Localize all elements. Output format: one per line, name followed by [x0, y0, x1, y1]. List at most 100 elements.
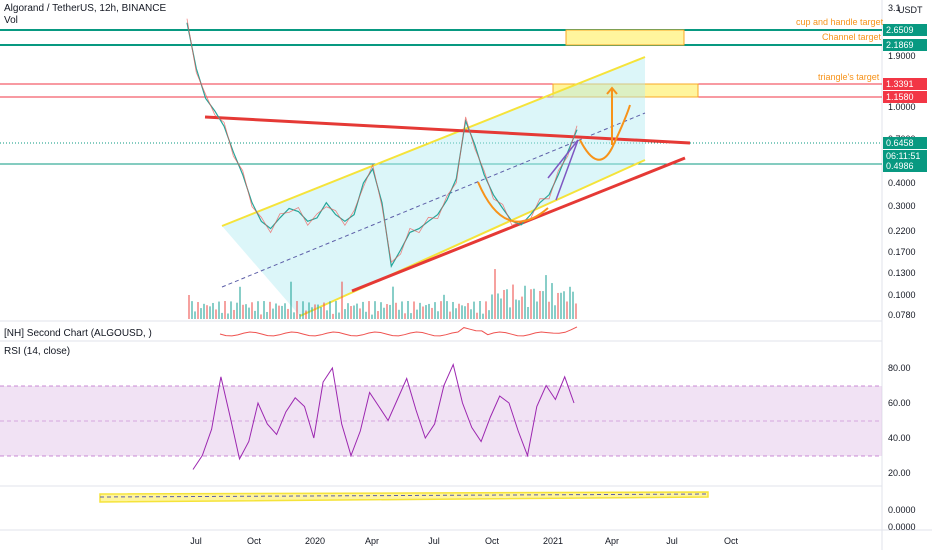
- volume-bar: [353, 305, 355, 319]
- volume-bar: [215, 309, 217, 319]
- volume-bar: [281, 305, 283, 319]
- time-axis-tick: 2021: [543, 536, 563, 546]
- price-axis-tick: 0.1000: [888, 290, 916, 300]
- volume-bar: [308, 302, 310, 319]
- rsi-series-line: [192, 362, 575, 470]
- price-axis-tick: 0.3000: [888, 201, 916, 211]
- volume-bar: [263, 301, 265, 319]
- time-axis-ticks: Jul Oct 2020 Apr Jul Oct 2021 Apr Jul Oct: [190, 536, 738, 546]
- volume-bar: [344, 309, 346, 319]
- volume-bar: [356, 303, 358, 319]
- volume-bar: [242, 304, 244, 319]
- time-axis-tick: Oct: [247, 536, 262, 546]
- volume-bar: [455, 308, 457, 319]
- cup-arc: [477, 181, 549, 223]
- volume-bar: [236, 302, 238, 319]
- volume-bar: [233, 309, 235, 319]
- volume-bar: [485, 301, 487, 319]
- volume-bar: [542, 291, 544, 319]
- second-chart-title: [NH] Second Chart (ALGOUSD, ): [4, 328, 152, 339]
- volume-bar: [380, 302, 382, 319]
- rsi-axis-tick: 20.00: [888, 468, 911, 478]
- bottom-axis-tick: 0.0000: [888, 522, 916, 532]
- volume-bar: [203, 303, 205, 319]
- price-axis-tick: 0.1300: [888, 268, 916, 278]
- volume-bar: [479, 301, 481, 319]
- breakout-arrow-up: [606, 86, 618, 145]
- price-axis-tick: 1.0000: [888, 102, 916, 112]
- volume-bar: [533, 288, 535, 319]
- triangle-target-box: [552, 83, 699, 98]
- price-axis-tick: 0.2200: [888, 226, 916, 236]
- price-badge-text: 0.4986: [886, 161, 914, 171]
- volume-bar: [386, 304, 388, 319]
- volume-bar: [461, 305, 463, 319]
- volume-bar: [428, 303, 430, 319]
- volume-bar: [311, 307, 313, 319]
- volume-bar: [269, 301, 271, 319]
- volume-bar: [245, 304, 247, 319]
- volume-bar: [470, 309, 472, 319]
- volume-bar: [212, 302, 214, 319]
- volume-bar: [392, 286, 394, 319]
- volume-bar: [326, 310, 328, 319]
- volume-bar: [227, 313, 229, 319]
- volume-bar: [401, 301, 403, 319]
- volume-bar: [260, 314, 262, 319]
- volume-bar: [347, 303, 349, 319]
- rsi-axis-ticks: 80.00 60.00 40.00 20.00: [888, 363, 911, 478]
- volume-bar: [350, 306, 352, 319]
- volume-bars: [188, 269, 577, 319]
- volume-bar: [317, 304, 319, 319]
- volume-bar: [566, 301, 568, 319]
- volume-bar: [449, 311, 451, 319]
- volume-bar: [329, 301, 331, 319]
- volume-bar: [527, 306, 529, 319]
- bottom-axis-tick: 0.0000: [888, 505, 916, 515]
- volume-bar: [377, 311, 379, 319]
- volume-bar: [446, 301, 448, 319]
- volume-bar: [275, 303, 277, 319]
- volume-bar: [362, 301, 364, 319]
- price-badge: [883, 137, 927, 149]
- volume-bar: [389, 304, 391, 319]
- price-axis-tick: 0.4000: [888, 178, 916, 188]
- volume-bar: [497, 293, 499, 319]
- volume-bar: [503, 289, 505, 319]
- volume-bar: [410, 313, 412, 319]
- volume-bar: [488, 310, 490, 319]
- volume-bar: [536, 301, 538, 319]
- volume-bar: [509, 307, 511, 319]
- time-axis-tick: Apr: [605, 536, 619, 546]
- volume-bar: [278, 305, 280, 319]
- volume-bar: [413, 301, 415, 319]
- volume-bar: [305, 310, 307, 319]
- price-badge: [883, 160, 927, 172]
- price-badge-text: 06:11:51: [886, 151, 920, 161]
- price-axis-tick: 3.1: [888, 3, 901, 13]
- volume-bar: [365, 311, 367, 319]
- volume-bar: [419, 302, 421, 319]
- volume-bar: [458, 303, 460, 319]
- volume-bar: [416, 309, 418, 319]
- volume-bar: [323, 302, 325, 319]
- volume-bar: [515, 299, 517, 319]
- volume-bar: [383, 307, 385, 319]
- volume-bar: [443, 294, 445, 319]
- volume-bar: [293, 312, 295, 319]
- volume-bar: [545, 275, 547, 319]
- time-axis-tick: Jul: [666, 536, 678, 546]
- triangle-target-label: triangle's target: [818, 72, 880, 82]
- volume-bar: [320, 307, 322, 319]
- price-badge: [883, 91, 927, 103]
- volume-bar: [230, 301, 232, 319]
- volume-bar: [404, 313, 406, 319]
- volume-bar: [554, 305, 556, 319]
- volume-bar: [431, 307, 433, 319]
- rsi-axis-tick: 80.00: [888, 363, 911, 373]
- price-badge-text: 0.6458: [886, 138, 914, 148]
- volume-bar: [284, 303, 286, 319]
- volume-bar: [374, 301, 376, 319]
- volume-bar: [290, 281, 292, 319]
